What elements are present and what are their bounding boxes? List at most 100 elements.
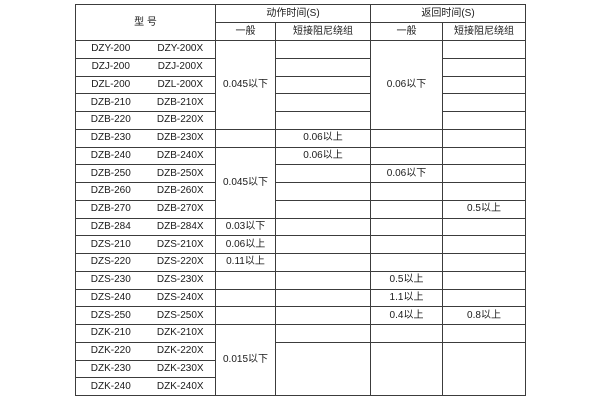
cell-return-short	[442, 288, 526, 308]
model-cell: DZK-210 DZK-210X	[75, 324, 216, 343]
model-name: DZK-230	[90, 362, 131, 374]
table-row: DZS-210 DZS-210X 0.06以上	[75, 235, 526, 254]
model-name-x: DZB-284X	[156, 220, 204, 232]
model-cell: DZS-210 DZS-210X	[75, 235, 216, 254]
cell-return-short	[442, 182, 526, 201]
model-name-x: DZK-210X	[156, 327, 204, 339]
model-cell: DZB-220 DZB-220X	[75, 111, 216, 130]
model-name-x: DZK-230X	[156, 362, 204, 374]
header-action-general: 一般	[215, 22, 276, 41]
table-row: DZB-230 DZB-230X 0.06以上	[75, 128, 526, 148]
table-row: DZJ-200 DZJ-200X	[75, 57, 526, 77]
model-cell: DZS-220 DZS-220X	[75, 253, 216, 272]
table-row: DZS-240 DZS-240X 1.1以上	[75, 288, 526, 308]
cell-action-short	[275, 75, 371, 95]
cell-action-short	[275, 306, 371, 325]
cell-return-short	[442, 235, 526, 254]
cell-return-general: 0.06以下	[370, 40, 443, 130]
model-name-x: DZY-200X	[157, 43, 204, 55]
model-name: DZB-240	[90, 149, 131, 161]
model-name-x: DZB-260X	[156, 185, 204, 197]
model-cell: DZL-200 DZL-200X	[75, 75, 216, 95]
cell-return-general: 0.4以上	[370, 306, 443, 325]
model-name: DZB-210	[90, 96, 131, 108]
cell-action-short	[275, 40, 371, 59]
table-row: DZS-230 DZS-230X 0.5以上	[75, 270, 526, 290]
model-cell: DZS-240 DZS-240X	[75, 288, 216, 308]
model-cell: DZS-250 DZS-250X	[75, 306, 216, 325]
cell-return-short	[442, 75, 526, 95]
model-cell: DZY-200 DZY-200X	[75, 40, 216, 59]
table-row: DZB-250 DZB-250X 0.06以下	[75, 164, 526, 183]
cell-return-short	[442, 40, 526, 59]
table-row: DZB-260 DZB-260X	[75, 182, 526, 201]
cell-return-general: 0.06以下	[370, 164, 443, 183]
model-cell: DZB-270 DZB-270X	[75, 199, 216, 219]
model-cell: DZB-250 DZB-250X	[75, 164, 216, 183]
cell-return-short	[442, 93, 526, 112]
cell-return-general: 0.5以上	[370, 270, 443, 290]
model-name: DZS-220	[90, 256, 131, 268]
table-row: DZB-210 DZB-210X	[75, 93, 526, 112]
cell-action-short: 0.06以上	[275, 146, 371, 166]
cell-action-general	[215, 288, 276, 308]
model-name: DZL-200	[91, 78, 131, 90]
cell-action-general: 0.03以下	[215, 217, 276, 237]
header-return-short-damping: 短接阻尼绕组	[442, 22, 526, 41]
model-name-x: DZS-240X	[156, 291, 204, 303]
model-cell: DZB-230 DZB-230X	[75, 128, 216, 148]
table-row: DZB-220 DZB-220X	[75, 111, 526, 130]
model-name: DZK-240	[90, 380, 131, 392]
cell-action-short	[275, 217, 371, 237]
table-row: DZB-284 DZB-284X 0.03以下	[75, 217, 526, 237]
model-name: DZS-230	[90, 274, 131, 286]
cell-action-short	[275, 111, 371, 130]
model-name: DZB-230	[90, 132, 131, 144]
table-row: DZK-210 DZK-210X 0.015以下	[75, 324, 526, 396]
model-name-x: DZS-210X	[156, 238, 204, 250]
model-name: DZB-270	[90, 203, 131, 215]
cell-action-general	[215, 128, 276, 148]
model-cell: DZK-220 DZK-220X	[75, 341, 216, 361]
model-name-x: DZB-270X	[156, 203, 204, 215]
cell-return-short	[442, 164, 526, 183]
table-row: DZS-220 DZS-220X 0.11以上	[75, 253, 526, 272]
cell-return-short	[442, 270, 526, 290]
cell-return-general	[370, 235, 443, 254]
model-cell: DZB-260 DZB-260X	[75, 182, 216, 201]
cell-return-general	[370, 341, 443, 397]
cell-return-short: 0.8以上	[442, 306, 526, 325]
cell-return-general	[370, 182, 443, 201]
cell-return-general	[370, 199, 443, 219]
table-row: DZK-240 DZK-240X	[75, 377, 526, 396]
cell-return-short	[442, 57, 526, 77]
model-name-x: DZS-230X	[156, 274, 204, 286]
cell-return-short	[442, 253, 526, 272]
cell-action-short	[275, 341, 371, 397]
cell-return-general	[370, 324, 443, 343]
cell-action-general: 0.045以下	[215, 40, 276, 130]
model-name-x: DZB-250X	[156, 167, 204, 179]
model-name: DZK-220	[90, 345, 131, 357]
cell-return-general	[370, 128, 443, 148]
cell-return-short	[442, 128, 526, 148]
header-model: 型 号	[75, 4, 216, 41]
cell-return-short: 0.5以上	[442, 199, 526, 219]
cell-action-short	[275, 164, 371, 183]
model-name: DZS-240	[90, 291, 131, 303]
cell-action-short	[275, 270, 371, 290]
cell-return-short	[442, 146, 526, 166]
cell-action-general: 0.045以下	[215, 146, 276, 219]
model-name-x: DZL-200X	[157, 78, 204, 90]
cell-action-short	[275, 182, 371, 201]
model-name: DZS-210	[90, 238, 131, 250]
model-name-x: DZB-230X	[156, 132, 204, 144]
cell-return-general	[370, 253, 443, 272]
model-name: DZJ-200	[91, 61, 130, 73]
model-name-x: DZB-220X	[156, 114, 204, 126]
cell-return-general: 1.1以上	[370, 288, 443, 308]
model-name: DZB-284	[90, 220, 131, 232]
model-name-x: DZJ-200X	[157, 61, 203, 73]
cell-action-short	[275, 253, 371, 272]
